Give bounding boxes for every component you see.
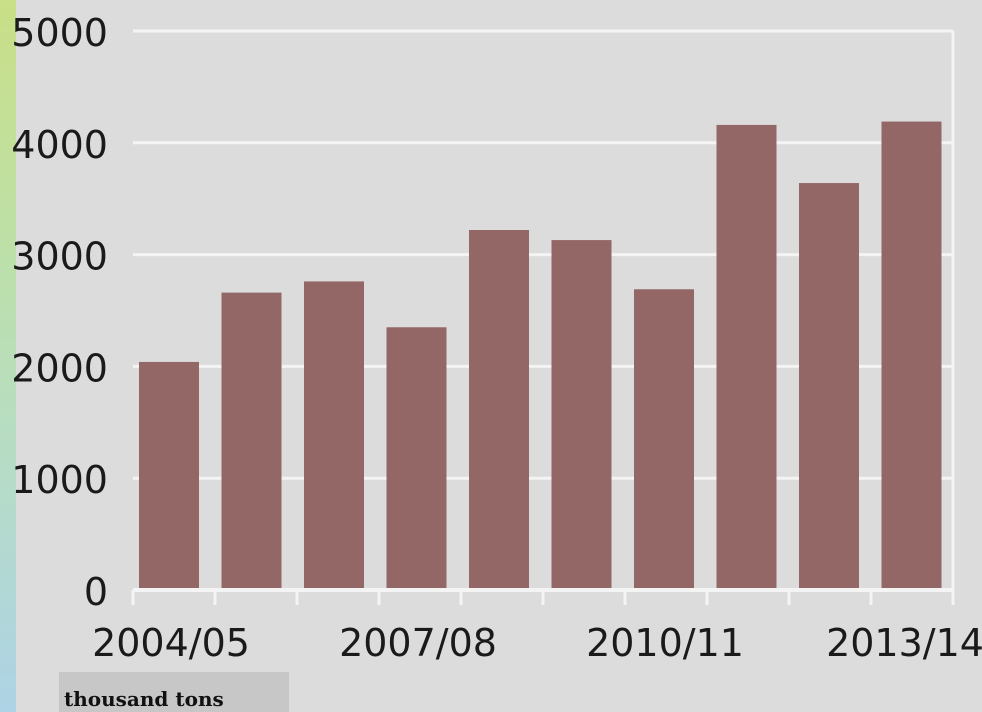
bar-2010/11 — [634, 289, 694, 590]
left-accent-strip — [0, 0, 16, 712]
x-axis — [131, 588, 955, 605]
y-tick-label-4000: 4000 — [11, 123, 108, 167]
bar-2005/06 — [221, 292, 282, 590]
x-tick-label-2010/11: 2010/11 — [586, 621, 744, 665]
y-tick-label-0: 0 — [84, 570, 108, 614]
bar-2007/08 — [386, 327, 447, 590]
x-tick-label-2004/05: 2004/05 — [92, 621, 250, 665]
y-tick-label-2000: 2000 — [11, 346, 108, 390]
bar-2006/07 — [304, 281, 364, 590]
y-tick-label-3000: 3000 — [11, 235, 108, 279]
unit-label-box: thousand tons — [59, 672, 289, 712]
bar-2008/09 — [469, 230, 529, 590]
x-tick-label-2013/14: 2013/14 — [826, 621, 982, 665]
tick-labels: 0 1000 2000 3000 4000 5000 2004/05 2007/08 2010/… — [11, 11, 982, 665]
bars — [139, 121, 942, 591]
bar-2012/13 — [799, 183, 859, 590]
bar-2013/14 — [881, 121, 942, 591]
bar-2011/12 — [716, 124, 777, 591]
y-tick-label-1000: 1000 — [11, 458, 108, 502]
y-tick-label-5000: 5000 — [11, 11, 108, 55]
unit-label: thousand tons — [64, 687, 224, 711]
bar-2004/05 — [139, 361, 199, 590]
x-tick-label-2007/08: 2007/08 — [339, 621, 497, 665]
bar-2009/10 — [551, 240, 612, 591]
